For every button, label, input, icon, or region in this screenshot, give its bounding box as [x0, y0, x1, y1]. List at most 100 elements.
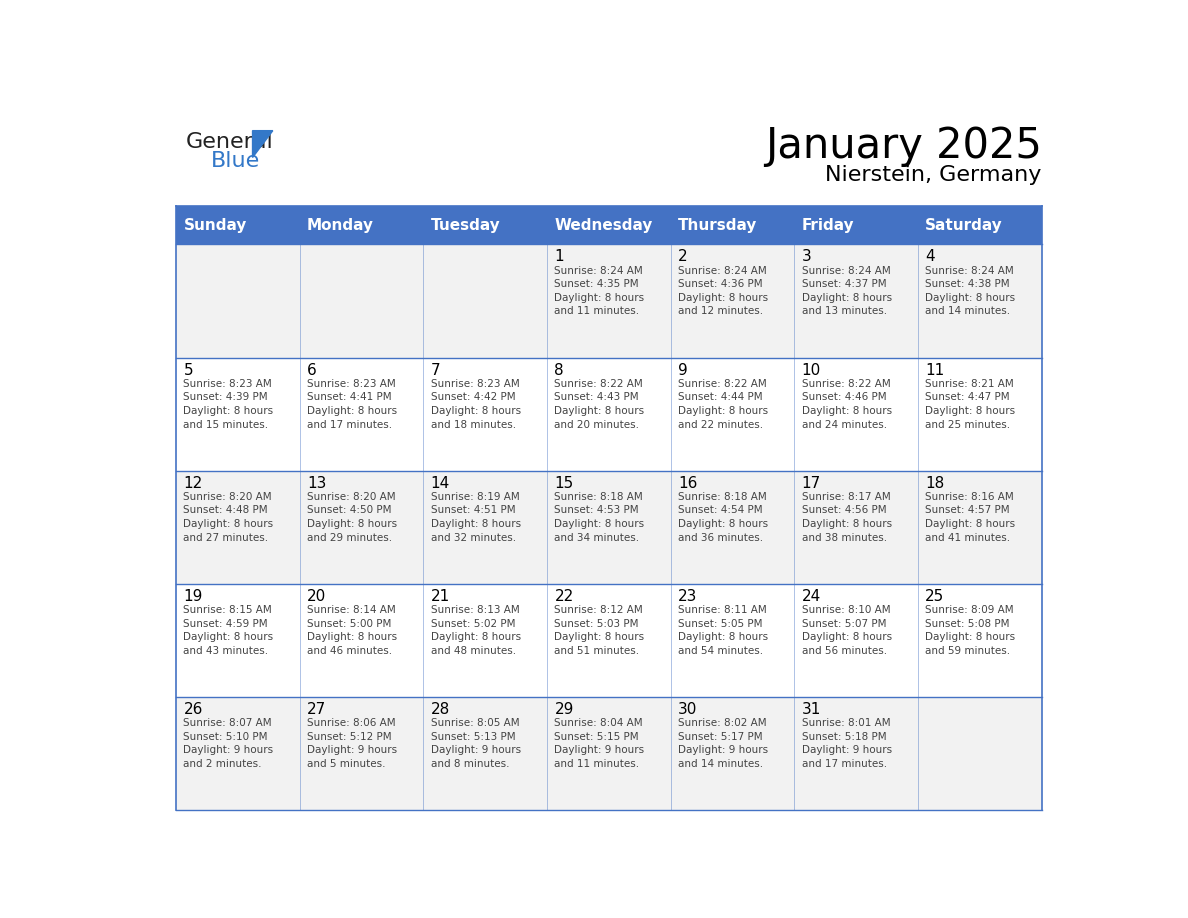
- Text: 1: 1: [555, 250, 564, 264]
- Bar: [918, 358, 1042, 471]
- Bar: [176, 697, 299, 810]
- Bar: [423, 697, 546, 810]
- Bar: [176, 471, 299, 584]
- Bar: [299, 697, 423, 810]
- Text: 10: 10: [802, 363, 821, 377]
- Text: Sunrise: 8:07 AM
Sunset: 5:10 PM
Daylight: 9 hours
and 2 minutes.: Sunrise: 8:07 AM Sunset: 5:10 PM Dayligh…: [183, 718, 273, 769]
- Text: Blue: Blue: [211, 151, 260, 171]
- Text: Sunrise: 8:24 AM
Sunset: 4:37 PM
Daylight: 8 hours
and 13 minutes.: Sunrise: 8:24 AM Sunset: 4:37 PM Dayligh…: [802, 265, 892, 317]
- Bar: [546, 584, 671, 697]
- Text: 24: 24: [802, 588, 821, 604]
- Text: January 2025: January 2025: [765, 125, 1042, 166]
- Text: Nierstein, Germany: Nierstein, Germany: [826, 165, 1042, 185]
- Bar: [423, 584, 546, 697]
- Bar: [423, 244, 546, 357]
- Bar: [299, 584, 423, 697]
- Text: Sunrise: 8:22 AM
Sunset: 4:43 PM
Daylight: 8 hours
and 20 minutes.: Sunrise: 8:22 AM Sunset: 4:43 PM Dayligh…: [555, 379, 645, 430]
- Text: Sunday: Sunday: [183, 218, 247, 232]
- Text: Monday: Monday: [308, 218, 374, 232]
- Bar: [671, 358, 795, 471]
- Text: Sunrise: 8:23 AM
Sunset: 4:39 PM
Daylight: 8 hours
and 15 minutes.: Sunrise: 8:23 AM Sunset: 4:39 PM Dayligh…: [183, 379, 273, 430]
- Text: Friday: Friday: [802, 218, 854, 232]
- Text: 18: 18: [925, 476, 944, 490]
- Bar: [918, 584, 1042, 697]
- Text: 11: 11: [925, 363, 944, 377]
- Text: Wednesday: Wednesday: [555, 218, 652, 232]
- Bar: [795, 358, 918, 471]
- Text: 2: 2: [678, 250, 688, 264]
- Bar: [423, 358, 546, 471]
- Bar: [671, 697, 795, 810]
- Text: Sunrise: 8:20 AM
Sunset: 4:48 PM
Daylight: 8 hours
and 27 minutes.: Sunrise: 8:20 AM Sunset: 4:48 PM Dayligh…: [183, 492, 273, 543]
- Text: 4: 4: [925, 250, 935, 264]
- Bar: [546, 697, 671, 810]
- Bar: [176, 358, 299, 471]
- Polygon shape: [253, 130, 273, 158]
- Text: 5: 5: [183, 363, 194, 377]
- Text: Sunrise: 8:16 AM
Sunset: 4:57 PM
Daylight: 8 hours
and 41 minutes.: Sunrise: 8:16 AM Sunset: 4:57 PM Dayligh…: [925, 492, 1016, 543]
- Text: Thursday: Thursday: [678, 218, 758, 232]
- Bar: [795, 244, 918, 357]
- Text: 9: 9: [678, 363, 688, 377]
- Text: Sunrise: 8:02 AM
Sunset: 5:17 PM
Daylight: 9 hours
and 14 minutes.: Sunrise: 8:02 AM Sunset: 5:17 PM Dayligh…: [678, 718, 769, 769]
- Text: 6: 6: [308, 363, 317, 377]
- Text: General: General: [185, 132, 273, 152]
- Text: Tuesday: Tuesday: [431, 218, 500, 232]
- Text: Sunrise: 8:20 AM
Sunset: 4:50 PM
Daylight: 8 hours
and 29 minutes.: Sunrise: 8:20 AM Sunset: 4:50 PM Dayligh…: [308, 492, 397, 543]
- Text: Sunrise: 8:24 AM
Sunset: 4:36 PM
Daylight: 8 hours
and 12 minutes.: Sunrise: 8:24 AM Sunset: 4:36 PM Dayligh…: [678, 265, 769, 317]
- Text: 21: 21: [431, 588, 450, 604]
- Text: Sunrise: 8:14 AM
Sunset: 5:00 PM
Daylight: 8 hours
and 46 minutes.: Sunrise: 8:14 AM Sunset: 5:00 PM Dayligh…: [308, 605, 397, 655]
- Text: Sunrise: 8:18 AM
Sunset: 4:54 PM
Daylight: 8 hours
and 36 minutes.: Sunrise: 8:18 AM Sunset: 4:54 PM Dayligh…: [678, 492, 769, 543]
- Text: Sunrise: 8:24 AM
Sunset: 4:35 PM
Daylight: 8 hours
and 11 minutes.: Sunrise: 8:24 AM Sunset: 4:35 PM Dayligh…: [555, 265, 645, 317]
- Text: Sunrise: 8:23 AM
Sunset: 4:41 PM
Daylight: 8 hours
and 17 minutes.: Sunrise: 8:23 AM Sunset: 4:41 PM Dayligh…: [308, 379, 397, 430]
- Text: Sunrise: 8:24 AM
Sunset: 4:38 PM
Daylight: 8 hours
and 14 minutes.: Sunrise: 8:24 AM Sunset: 4:38 PM Dayligh…: [925, 265, 1016, 317]
- Text: Sunrise: 8:17 AM
Sunset: 4:56 PM
Daylight: 8 hours
and 38 minutes.: Sunrise: 8:17 AM Sunset: 4:56 PM Dayligh…: [802, 492, 892, 543]
- Bar: [671, 244, 795, 357]
- Text: 31: 31: [802, 701, 821, 717]
- Bar: [299, 358, 423, 471]
- Bar: [423, 471, 546, 584]
- Text: Sunrise: 8:04 AM
Sunset: 5:15 PM
Daylight: 9 hours
and 11 minutes.: Sunrise: 8:04 AM Sunset: 5:15 PM Dayligh…: [555, 718, 645, 769]
- Text: 27: 27: [308, 701, 327, 717]
- Text: 28: 28: [431, 701, 450, 717]
- Text: Sunrise: 8:01 AM
Sunset: 5:18 PM
Daylight: 9 hours
and 17 minutes.: Sunrise: 8:01 AM Sunset: 5:18 PM Dayligh…: [802, 718, 892, 769]
- Text: 25: 25: [925, 588, 944, 604]
- Bar: [546, 471, 671, 584]
- Bar: [176, 244, 299, 357]
- Text: 30: 30: [678, 701, 697, 717]
- Text: Sunrise: 8:09 AM
Sunset: 5:08 PM
Daylight: 8 hours
and 59 minutes.: Sunrise: 8:09 AM Sunset: 5:08 PM Dayligh…: [925, 605, 1016, 655]
- Bar: [176, 206, 1042, 244]
- Text: Saturday: Saturday: [925, 218, 1003, 232]
- Text: 12: 12: [183, 476, 203, 490]
- Text: 19: 19: [183, 588, 203, 604]
- Text: Sunrise: 8:23 AM
Sunset: 4:42 PM
Daylight: 8 hours
and 18 minutes.: Sunrise: 8:23 AM Sunset: 4:42 PM Dayligh…: [431, 379, 520, 430]
- Bar: [795, 697, 918, 810]
- Text: 20: 20: [308, 588, 327, 604]
- Bar: [176, 584, 299, 697]
- Bar: [918, 471, 1042, 584]
- Bar: [795, 471, 918, 584]
- Text: Sunrise: 8:15 AM
Sunset: 4:59 PM
Daylight: 8 hours
and 43 minutes.: Sunrise: 8:15 AM Sunset: 4:59 PM Dayligh…: [183, 605, 273, 655]
- Text: Sunrise: 8:11 AM
Sunset: 5:05 PM
Daylight: 8 hours
and 54 minutes.: Sunrise: 8:11 AM Sunset: 5:05 PM Dayligh…: [678, 605, 769, 655]
- Bar: [299, 244, 423, 357]
- Text: 23: 23: [678, 588, 697, 604]
- Text: Sunrise: 8:21 AM
Sunset: 4:47 PM
Daylight: 8 hours
and 25 minutes.: Sunrise: 8:21 AM Sunset: 4:47 PM Dayligh…: [925, 379, 1016, 430]
- Text: Sunrise: 8:06 AM
Sunset: 5:12 PM
Daylight: 9 hours
and 5 minutes.: Sunrise: 8:06 AM Sunset: 5:12 PM Dayligh…: [308, 718, 397, 769]
- Text: Sunrise: 8:12 AM
Sunset: 5:03 PM
Daylight: 8 hours
and 51 minutes.: Sunrise: 8:12 AM Sunset: 5:03 PM Dayligh…: [555, 605, 645, 655]
- Text: Sunrise: 8:22 AM
Sunset: 4:46 PM
Daylight: 8 hours
and 24 minutes.: Sunrise: 8:22 AM Sunset: 4:46 PM Dayligh…: [802, 379, 892, 430]
- Bar: [546, 244, 671, 357]
- Bar: [795, 584, 918, 697]
- Bar: [918, 697, 1042, 810]
- Text: Sunrise: 8:18 AM
Sunset: 4:53 PM
Daylight: 8 hours
and 34 minutes.: Sunrise: 8:18 AM Sunset: 4:53 PM Dayligh…: [555, 492, 645, 543]
- Text: 22: 22: [555, 588, 574, 604]
- Text: 16: 16: [678, 476, 697, 490]
- Text: 3: 3: [802, 250, 811, 264]
- Text: Sunrise: 8:10 AM
Sunset: 5:07 PM
Daylight: 8 hours
and 56 minutes.: Sunrise: 8:10 AM Sunset: 5:07 PM Dayligh…: [802, 605, 892, 655]
- Bar: [299, 471, 423, 584]
- Text: 7: 7: [431, 363, 441, 377]
- Text: Sunrise: 8:13 AM
Sunset: 5:02 PM
Daylight: 8 hours
and 48 minutes.: Sunrise: 8:13 AM Sunset: 5:02 PM Dayligh…: [431, 605, 520, 655]
- Text: Sunrise: 8:05 AM
Sunset: 5:13 PM
Daylight: 9 hours
and 8 minutes.: Sunrise: 8:05 AM Sunset: 5:13 PM Dayligh…: [431, 718, 520, 769]
- Bar: [671, 584, 795, 697]
- Text: 29: 29: [555, 701, 574, 717]
- Text: 15: 15: [555, 476, 574, 490]
